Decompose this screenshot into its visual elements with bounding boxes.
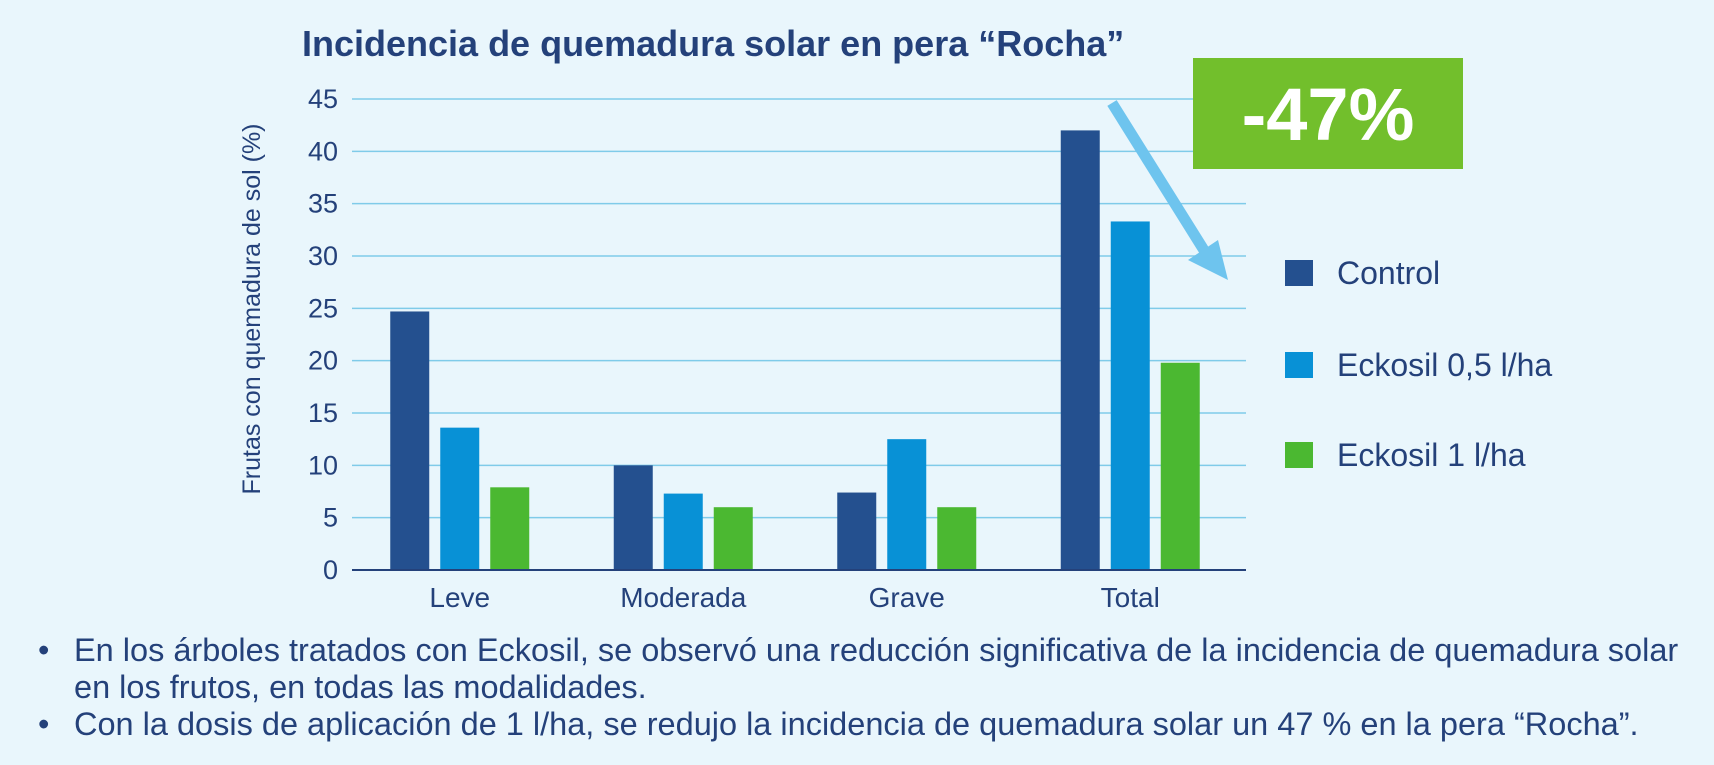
- reduction-annotation: -47%: [1107, 58, 1463, 280]
- bar: [937, 507, 977, 570]
- y-tick-label: 10: [308, 450, 338, 480]
- legend-swatch: [1285, 352, 1313, 378]
- bar: [613, 465, 653, 570]
- note-item: En los árboles tratados con Eckosil, se …: [36, 632, 1696, 706]
- y-tick-label: 30: [308, 241, 338, 271]
- bar: [1060, 130, 1100, 570]
- y-tick-label: 45: [308, 84, 338, 114]
- y-tick-label: 25: [308, 293, 338, 323]
- y-tick-label: 20: [308, 346, 338, 376]
- x-tick-label: Moderada: [620, 582, 747, 613]
- bar: [1160, 362, 1200, 570]
- reduction-badge: [1193, 58, 1463, 169]
- category-labels: Leve Moderada Grave Total: [429, 582, 1159, 613]
- y-tick-label: 5: [323, 503, 338, 533]
- gridlines: [352, 98, 1246, 519]
- y-axis-label: Frutas con quemadura de sol (%): [238, 123, 266, 494]
- legend-label: Control: [1337, 255, 1440, 291]
- bar: [837, 492, 877, 570]
- y-tick-labels: 0 5 10 15 20 25 30 35 40 45: [308, 84, 338, 585]
- y-tick-label: 0: [323, 555, 338, 585]
- legend-swatch: [1285, 260, 1313, 286]
- bar: [390, 311, 430, 570]
- bars: [390, 130, 1200, 570]
- bar: [887, 439, 927, 570]
- legend-swatch: [1285, 442, 1313, 468]
- bar: [713, 507, 753, 570]
- bar: [1110, 221, 1150, 570]
- x-tick-label: Leve: [429, 582, 490, 613]
- y-tick-label: 35: [308, 189, 338, 219]
- legend-label: Eckosil 1 l/ha: [1337, 437, 1526, 473]
- y-tick-label: 40: [308, 136, 338, 166]
- bar: [490, 487, 530, 570]
- y-tick-label: 15: [308, 398, 338, 428]
- note-item: Con la dosis de aplicación de 1 l/ha, se…: [36, 706, 1696, 743]
- down-arrow-icon: [1107, 100, 1228, 280]
- x-tick-label: Total: [1101, 582, 1160, 613]
- chart-title: Incidencia de quemadura solar en pera “R…: [302, 23, 1124, 64]
- sunburn-bar-chart: Incidencia de quemadura solar en pera “R…: [238, 23, 1552, 613]
- legend: Control Eckosil 0,5 l/ha Eckosil 1 l/ha: [1285, 255, 1552, 473]
- bar: [663, 493, 703, 570]
- reduction-badge-text: -47%: [1242, 73, 1415, 156]
- bar: [440, 427, 480, 570]
- x-tick-label: Grave: [869, 582, 945, 613]
- notes-list: En los árboles tratados con Eckosil, se …: [36, 632, 1696, 743]
- legend-label: Eckosil 0,5 l/ha: [1337, 347, 1552, 383]
